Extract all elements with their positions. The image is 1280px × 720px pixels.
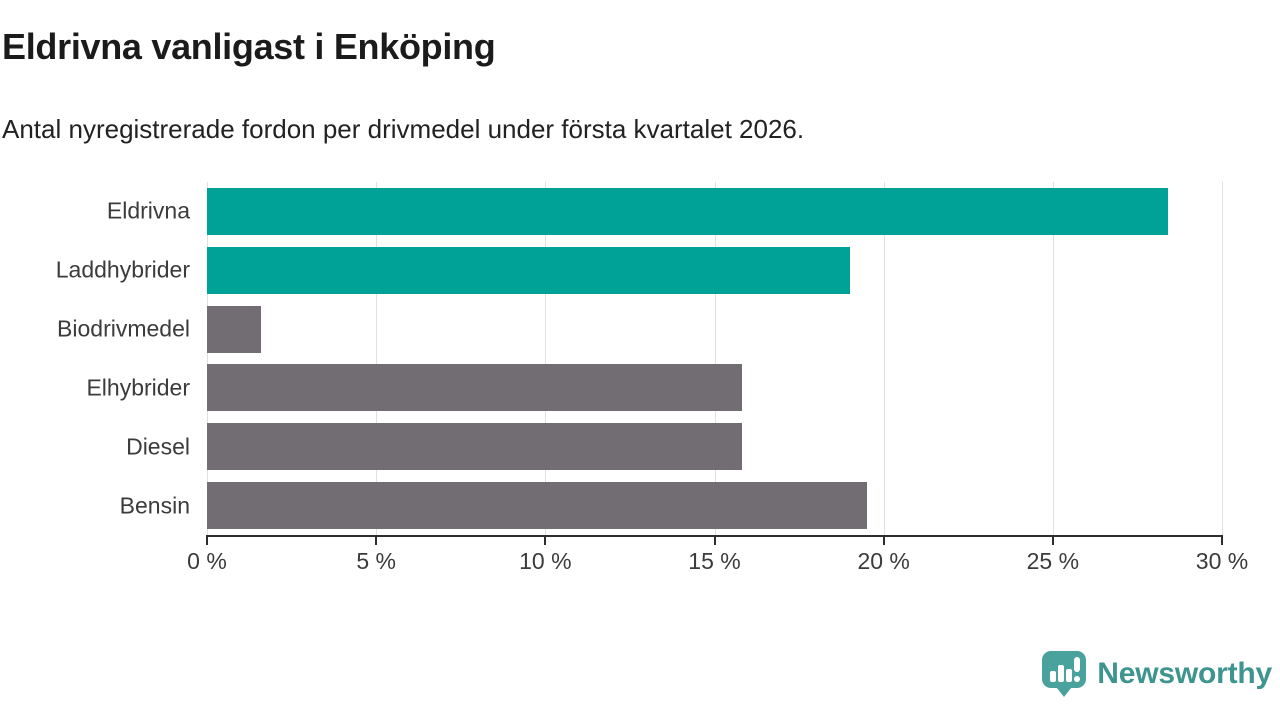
gridline — [207, 182, 208, 535]
bar-elhybrider — [207, 364, 742, 412]
newsworthy-logo: Newsworthy — [1041, 650, 1272, 698]
x-axis-tick — [544, 535, 547, 545]
category-label-elhybrider: Elhybrider — [86, 374, 190, 401]
gridline — [376, 182, 378, 535]
x-axis-tick-label: 20 % — [857, 548, 910, 574]
gridline — [1222, 182, 1223, 535]
x-axis-tick-label: 0 % — [187, 548, 227, 574]
x-axis-tick — [713, 535, 716, 545]
bar-diesel — [207, 423, 742, 471]
newsworthy-wordmark: Newsworthy — [1097, 657, 1272, 690]
bar-eldrivna — [207, 187, 1168, 235]
x-axis-tick-label: 5 % — [356, 548, 396, 574]
gridline — [883, 182, 885, 535]
category-label-biodrivmedel: Biodrivmedel — [57, 315, 190, 342]
bar-row: Laddhybrider — [56, 246, 1222, 294]
bar-row: Biodrivmedel — [57, 305, 1222, 353]
newsworthy-logo-icon — [1042, 651, 1087, 697]
bar-row: Bensin — [120, 482, 1222, 530]
bar-row: Elhybrider — [86, 364, 1222, 412]
x-axis-tick — [882, 535, 885, 545]
x-axis-tick-label: 25 % — [1026, 548, 1080, 574]
category-label-laddhybrider: Laddhybrider — [55, 256, 190, 283]
gridline — [1052, 182, 1054, 535]
bar-rows: Eldrivna Laddhybrider Biodrivmedel Elhybrid… — [56, 182, 1222, 535]
chart-subtitle: Antal nyregistrerade fordon per drivmede… — [2, 114, 805, 144]
x-axis-tick — [375, 535, 378, 545]
x-axis-tick-label: 15 % — [688, 548, 741, 574]
x-axis-tick-label: 30 % — [1195, 548, 1249, 574]
bar-bensin — [207, 482, 867, 530]
category-label-eldrivna: Eldrivna — [106, 197, 190, 224]
category-label-diesel: Diesel — [126, 433, 190, 460]
bar-laddhybrider — [207, 246, 850, 294]
chart-title: Eldrivna vanligast i Enköping — [2, 26, 496, 67]
category-label-bensin: Bensin — [119, 492, 190, 519]
x-axis-tick — [1221, 535, 1223, 545]
gridline — [714, 182, 716, 535]
bar-row: Eldrivna — [107, 187, 1222, 235]
x-axis-tick-label: 10 % — [519, 548, 572, 574]
x-axis-tick — [206, 535, 208, 545]
gridline — [545, 182, 547, 535]
bar-chart-plot-area: Eldrivna Laddhybrider Biodrivmedel Elhybrid… — [56, 182, 1248, 574]
bar-row: Diesel — [126, 423, 1222, 471]
x-axis-tick — [1051, 535, 1054, 545]
bar-biodrivmedel — [207, 305, 262, 353]
